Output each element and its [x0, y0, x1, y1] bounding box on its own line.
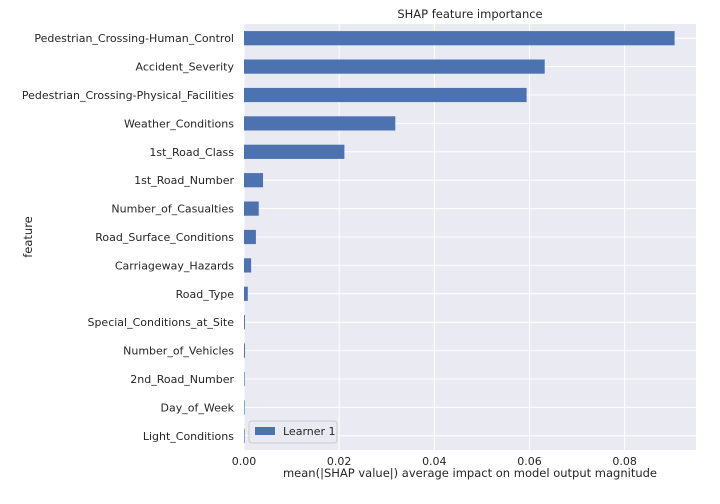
bar-carriageway-hazards	[244, 258, 252, 273]
y-tick-label: 1st_Road_Class	[149, 146, 234, 159]
x-tick-label: 0.04	[422, 455, 447, 468]
bar-day-of-week	[244, 400, 245, 415]
x-axis-label: mean(|SHAP value|) average impact on mod…	[283, 466, 657, 480]
bar-special-conditions-at-site	[244, 315, 245, 330]
legend: Learner 1	[248, 420, 338, 444]
x-tick-labels: 0.00 0.02 0.04 0.06 0.08	[232, 455, 637, 468]
legend-swatch	[255, 427, 275, 435]
y-tick-label: Pedestrian_Crossing-Human_Control	[34, 32, 234, 45]
bar-road-type	[244, 286, 248, 301]
bar-road-surface-conditions	[244, 229, 256, 245]
legend-box	[248, 420, 338, 444]
y-tick-label: Light_Conditions	[143, 430, 234, 443]
bar-light-conditions	[244, 428, 245, 443]
bar-number-of-vehicles	[244, 343, 245, 358]
bar-pedestrian-crossing-human-control	[244, 31, 675, 46]
legend-label: Learner 1	[283, 425, 336, 438]
x-tick-label: 0.02	[327, 455, 352, 468]
chart-title: SHAP feature importance	[397, 7, 542, 21]
y-axis-label: feature	[21, 216, 35, 258]
y-tick-label: Road_Surface_Conditions	[95, 231, 234, 244]
bars	[244, 31, 675, 443]
x-tick-label: 0.00	[232, 455, 257, 468]
bar-number-of-casualties	[244, 201, 259, 216]
y-tick-label: Accident_Severity	[136, 61, 235, 74]
bar-accident-severity	[244, 59, 545, 74]
bar-2nd-road-number	[244, 371, 245, 387]
y-tick-label: Pedestrian_Crossing-Physical_Facilities	[22, 89, 234, 102]
y-tick-label: Road_Type	[176, 288, 235, 301]
y-tick-label: Number_of_Casualties	[111, 203, 234, 216]
bar-1st-road-number	[244, 173, 264, 188]
x-tick-label: 0.08	[612, 455, 637, 468]
y-tick-label: Weather_Conditions	[124, 117, 234, 130]
bar-weather-conditions	[244, 116, 396, 131]
x-tick-label: 0.06	[517, 455, 542, 468]
y-tick-label: Day_of_Week	[161, 401, 235, 414]
bar-pedestrian-crossing-physical-facilities	[244, 87, 527, 103]
y-tick-label: Special_Conditions_at_Site	[87, 316, 234, 329]
bar-1st-road-class	[244, 144, 345, 159]
y-tick-label: Number_of_Vehicles	[123, 345, 234, 358]
y-tick-label: Carriageway_Hazards	[115, 259, 234, 272]
y-tick-labels: Pedestrian_Crossing-Human_Control Acciden…	[22, 32, 235, 443]
y-tick-label: 2nd_Road_Number	[130, 373, 234, 386]
y-tick-label: 1st_Road_Number	[134, 174, 234, 187]
